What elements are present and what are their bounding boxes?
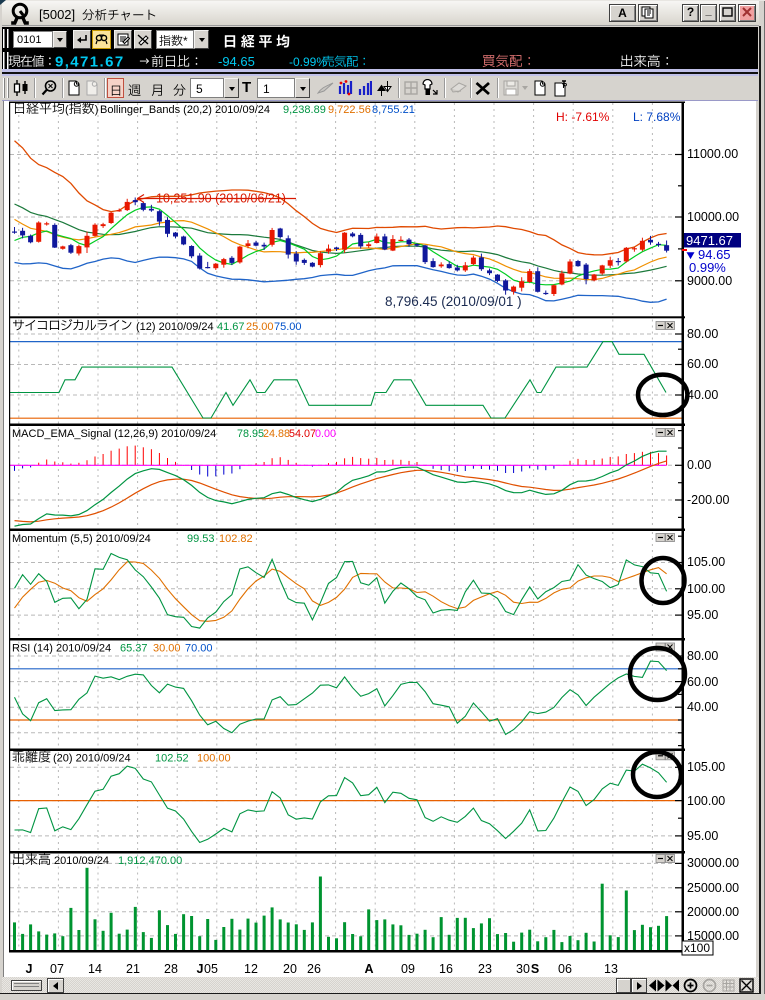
svg-text:100.00: 100.00 <box>687 794 725 808</box>
svg-text:65.37: 65.37 <box>120 643 148 655</box>
svg-text:9,238.89: 9,238.89 <box>283 104 326 116</box>
svg-text:80.00: 80.00 <box>687 649 718 663</box>
svg-text:30: 30 <box>516 962 530 976</box>
svg-text:40.00: 40.00 <box>687 700 718 714</box>
svg-text:14: 14 <box>88 962 102 976</box>
svg-text:13: 13 <box>604 962 618 976</box>
svg-text:100.00: 100.00 <box>197 753 231 765</box>
svg-text:05: 05 <box>204 962 218 976</box>
svg-text:A: A <box>364 962 373 976</box>
svg-text:-200.00: -200.00 <box>687 493 729 507</box>
svg-text:105.00: 105.00 <box>687 760 725 774</box>
svg-text:06: 06 <box>558 962 572 976</box>
svg-text:09: 09 <box>401 962 415 976</box>
svg-text:26: 26 <box>307 962 321 976</box>
svg-text:60.00: 60.00 <box>687 357 718 371</box>
svg-text:80.00: 80.00 <box>687 327 718 341</box>
svg-text:60.00: 60.00 <box>687 675 718 689</box>
svg-text:J: J <box>197 962 204 976</box>
svg-text:MACD_EMA_Signal (12,26,9) 2010: MACD_EMA_Signal (12,26,9) 2010/09/24 <box>12 428 216 440</box>
svg-text:28: 28 <box>164 962 178 976</box>
svg-text:12: 12 <box>244 962 258 976</box>
svg-text:0.00: 0.00 <box>687 458 711 472</box>
svg-text:30000.00: 30000.00 <box>687 856 739 870</box>
svg-text:8,755.21: 8,755.21 <box>372 104 415 116</box>
svg-text:-0.99%: -0.99% <box>289 55 327 69</box>
svg-text:102.82: 102.82 <box>219 533 253 545</box>
svg-text:9,722.56: 9,722.56 <box>328 104 371 116</box>
svg-text:8,796.45 (2010/09/01 ): 8,796.45 (2010/09/01 ) <box>385 294 522 309</box>
svg-text:30.00: 30.00 <box>153 643 181 655</box>
svg-text:H: -7.61%: H: -7.61% <box>556 110 610 124</box>
svg-text:25.00: 25.00 <box>246 321 274 333</box>
svg-text:L: 7.68%: L: 7.68% <box>633 110 681 124</box>
svg-text:21: 21 <box>126 962 140 976</box>
svg-text:P: P <box>563 83 568 90</box>
svg-text:11000.00: 11000.00 <box>687 147 738 161</box>
svg-text:*: * <box>183 34 188 48</box>
svg-text:41.67: 41.67 <box>217 321 245 333</box>
svg-text:95.00: 95.00 <box>687 608 718 622</box>
svg-text:24.88: 24.88 <box>263 428 290 440</box>
svg-text:9000.00: 9000.00 <box>687 274 732 288</box>
svg-text:10000.00: 10000.00 <box>687 210 739 224</box>
svg-text:-94.65: -94.65 <box>218 54 255 69</box>
svg-text:94.65: 94.65 <box>698 247 731 262</box>
svg-text:54.07: 54.07 <box>289 428 316 440</box>
svg-text:23: 23 <box>478 962 492 976</box>
svg-text:102.52: 102.52 <box>155 753 189 765</box>
svg-text:9,471.67: 9,471.67 <box>55 54 125 71</box>
svg-text:(: ( <box>65 104 69 116</box>
svg-text:): ) <box>95 104 99 116</box>
svg-text:105.00: 105.00 <box>687 555 725 569</box>
svg-text:Momentum (5,5) 2010/09/24: Momentum (5,5) 2010/09/24 <box>12 533 151 545</box>
svg-text:2010/09/24: 2010/09/24 <box>54 855 109 867</box>
svg-text:0.99%: 0.99% <box>689 260 726 275</box>
svg-text:20: 20 <box>283 962 297 976</box>
svg-text:70.00: 70.00 <box>185 643 213 655</box>
svg-text:0.00: 0.00 <box>315 428 336 440</box>
svg-text:99.53: 99.53 <box>187 533 215 545</box>
svg-text:78.95: 78.95 <box>237 428 264 440</box>
svg-text:(12) 2010/09/24: (12) 2010/09/24 <box>136 321 214 333</box>
svg-text:J: J <box>26 962 33 976</box>
svg-text:100.00: 100.00 <box>687 582 725 596</box>
svg-text:16: 16 <box>439 962 453 976</box>
svg-text:Bollinger_Bands (20,2) 2010/09: Bollinger_Bands (20,2) 2010/09/24 <box>100 104 270 116</box>
svg-text:07: 07 <box>50 962 64 976</box>
svg-text:9471.67: 9471.67 <box>686 233 733 248</box>
svg-text:RSI (14) 2010/09/24: RSI (14) 2010/09/24 <box>12 643 111 655</box>
svg-text:95.00: 95.00 <box>687 829 718 843</box>
svg-text:40.00: 40.00 <box>687 388 718 402</box>
svg-text:1,912,470.00: 1,912,470.00 <box>118 855 182 867</box>
svg-text:20000.00: 20000.00 <box>687 905 739 919</box>
svg-text:75.00: 75.00 <box>274 321 302 333</box>
svg-text:25000.00: 25000.00 <box>687 881 739 895</box>
svg-text:x100: x100 <box>684 941 710 955</box>
svg-text:(20) 2010/09/24: (20) 2010/09/24 <box>53 753 131 765</box>
svg-text:10,251.90 (2010/06/21): 10,251.90 (2010/06/21) <box>156 192 286 206</box>
svg-text:S: S <box>531 962 539 976</box>
svg-text:15000.00: 15000.00 <box>687 929 739 943</box>
